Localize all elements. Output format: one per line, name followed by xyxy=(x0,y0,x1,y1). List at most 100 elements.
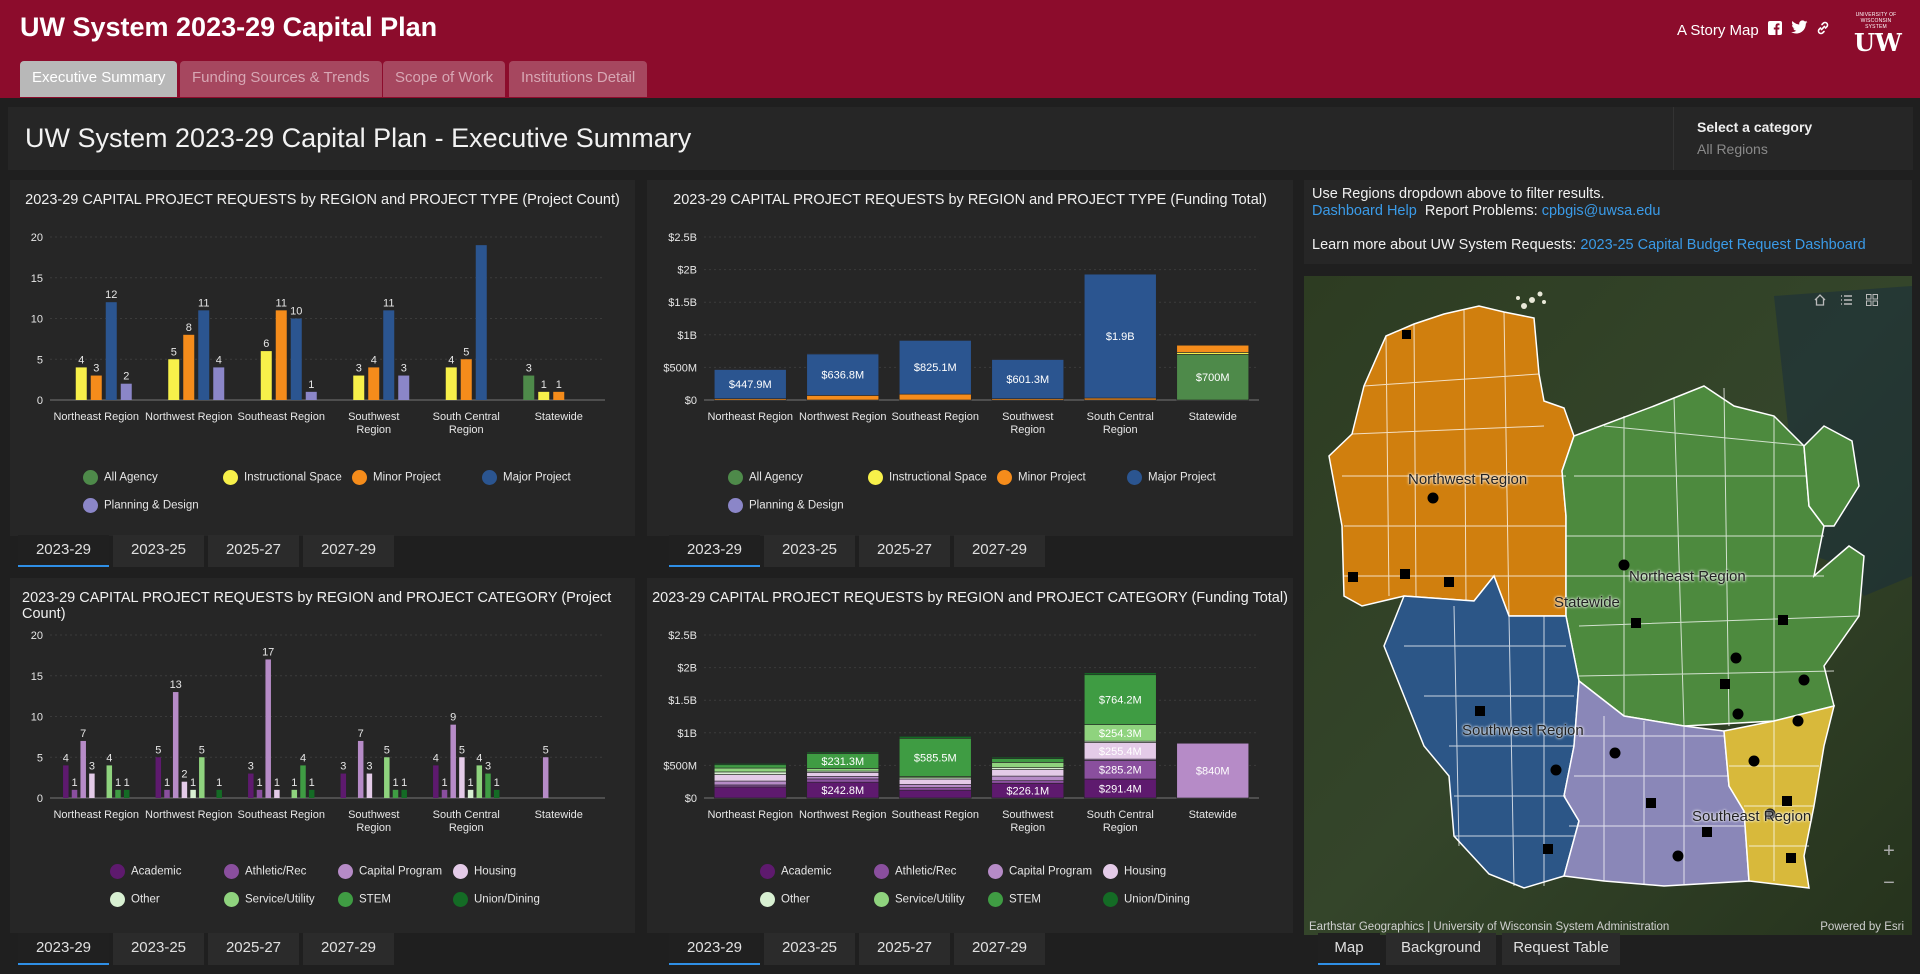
period-tab-2027-29[interactable]: 2027-29 xyxy=(954,933,1045,965)
bar-stem[interactable] xyxy=(485,773,491,798)
bar-segment-stem[interactable] xyxy=(991,758,1065,763)
bar-segment-capital-program[interactable] xyxy=(713,780,787,786)
bar-segment-service-utility[interactable] xyxy=(991,762,1065,768)
bar-stem[interactable] xyxy=(392,789,399,798)
legend-item-all-agency[interactable]: All Agency xyxy=(728,470,803,485)
bar-segment-planning-design[interactable] xyxy=(898,339,972,341)
legend-item-all-agency[interactable]: All Agency xyxy=(83,470,158,485)
legend-item-capital-program[interactable]: Capital Program xyxy=(988,864,1092,879)
legend-item-minor-project[interactable]: Minor Project xyxy=(352,470,441,485)
bar-instructional-space[interactable] xyxy=(538,391,550,400)
bar-planning-design[interactable] xyxy=(305,391,317,400)
bar-segment-housing[interactable] xyxy=(806,772,880,777)
bar-segment-capital-program[interactable] xyxy=(806,776,880,780)
link-icon[interactable] xyxy=(1814,20,1832,38)
bar-minor-project[interactable] xyxy=(90,375,102,400)
tab-executive-summary[interactable]: Executive Summary xyxy=(20,61,178,97)
tab-funding-sources[interactable]: Funding Sources & Trends xyxy=(180,61,382,97)
bar-segment-service-utility[interactable] xyxy=(713,767,787,773)
bar-segment-capital-program[interactable] xyxy=(991,775,1065,781)
period-tab-2025-27[interactable]: 2025-27 xyxy=(859,933,950,965)
bar-segment-capital-program[interactable] xyxy=(1176,742,1250,799)
bar-service-utility[interactable] xyxy=(199,757,205,798)
basemap-icon[interactable] xyxy=(1859,289,1885,315)
bar-capital-program[interactable] xyxy=(265,659,271,798)
bar-segment-other[interactable] xyxy=(713,771,787,775)
period-tab-2027-29[interactable]: 2027-29 xyxy=(303,535,394,567)
bar-capital-program[interactable] xyxy=(357,740,364,798)
bar-instructional-space[interactable] xyxy=(75,367,87,400)
bar-planning-design[interactable] xyxy=(213,367,225,400)
legend-item-athletic-rec[interactable]: Athletic/Rec xyxy=(874,864,956,879)
bar-other[interactable] xyxy=(190,789,196,798)
period-tab-2023-29[interactable]: 2023-29 xyxy=(669,933,760,965)
bar-housing[interactable] xyxy=(181,781,188,798)
bar-segment-academic[interactable] xyxy=(713,786,787,799)
period-tab-2023-29[interactable]: 2023-29 xyxy=(18,535,109,567)
bar-union-dining[interactable] xyxy=(216,789,222,798)
bar-segment-union-dining[interactable] xyxy=(1083,672,1157,676)
bar-segment-minor-project[interactable] xyxy=(806,395,880,401)
period-tab-2025-27[interactable]: 2025-27 xyxy=(859,535,950,567)
bar-major-project[interactable] xyxy=(475,245,487,400)
bar-athletic-rec[interactable] xyxy=(71,789,78,798)
home-icon[interactable] xyxy=(1807,289,1833,315)
period-tab-2025-27[interactable]: 2025-27 xyxy=(208,933,299,965)
bar-major-project[interactable] xyxy=(383,310,395,400)
map-canvas[interactable] xyxy=(1304,276,1912,935)
map-tab-map[interactable]: Map xyxy=(1318,933,1380,965)
legend-item-union-dining[interactable]: Union/Dining xyxy=(453,892,540,907)
bar-stem[interactable] xyxy=(300,765,306,798)
legend-item-planning-design[interactable]: Planning & Design xyxy=(83,498,199,513)
bar-segment-service-utility[interactable] xyxy=(806,768,880,772)
bar-housing[interactable] xyxy=(274,789,280,798)
legend-item-instructional-space[interactable]: Instructional Space xyxy=(868,470,987,485)
category-value[interactable]: All Regions xyxy=(1697,141,1768,157)
period-tab-2023-25[interactable]: 2023-25 xyxy=(113,535,204,567)
bar-segment-minor-project[interactable] xyxy=(898,393,972,401)
facebook-icon[interactable] xyxy=(1766,20,1784,38)
bar-segment-housing[interactable] xyxy=(898,778,972,785)
bar-service-utility[interactable] xyxy=(106,765,113,798)
list-icon[interactable] xyxy=(1833,289,1859,315)
zoom-in-button[interactable]: + xyxy=(1883,840,1895,862)
bar-academic[interactable] xyxy=(63,765,69,798)
bar-segment-athletic-rec[interactable] xyxy=(991,780,1065,784)
period-tab-2027-29[interactable]: 2027-29 xyxy=(303,933,394,965)
capital-budget-link[interactable]: 2023-25 Capital Budget Request Dashboard xyxy=(1580,237,1866,253)
bar-academic[interactable] xyxy=(248,773,254,798)
legend-item-minor-project[interactable]: Minor Project xyxy=(997,470,1086,485)
legend-item-stem[interactable]: STEM xyxy=(988,892,1041,907)
bar-segment-stem[interactable] xyxy=(1083,674,1157,725)
bar-stem[interactable] xyxy=(115,789,121,798)
tab-institutions-detail[interactable]: Institutions Detail xyxy=(509,61,648,97)
legend-item-service-utility[interactable]: Service/Utility xyxy=(224,892,315,907)
bar-athletic-rec[interactable] xyxy=(164,789,170,798)
bar-segment-union-dining[interactable] xyxy=(806,751,880,754)
bar-minor-project[interactable] xyxy=(275,310,287,400)
bar-segment-planning-design[interactable] xyxy=(806,352,880,355)
legend-item-other[interactable]: Other xyxy=(760,892,810,907)
legend-item-major-project[interactable]: Major Project xyxy=(482,470,571,485)
bar-segment-major-project[interactable] xyxy=(1083,273,1157,399)
bar-segment-athletic-rec[interactable] xyxy=(898,787,972,791)
period-tab-2023-29[interactable]: 2023-29 xyxy=(669,535,760,567)
period-tab-2025-27[interactable]: 2025-27 xyxy=(208,535,299,567)
bar-segment-major-project[interactable] xyxy=(713,369,787,399)
powered-by-esri[interactable]: Powered by Esri xyxy=(1820,921,1904,933)
campus-markers[interactable] xyxy=(1348,330,1810,863)
bar-minor-project[interactable] xyxy=(183,334,195,400)
bar-academic[interactable] xyxy=(340,773,347,798)
bar-segment-athletic-rec[interactable] xyxy=(806,778,880,783)
legend-item-other[interactable]: Other xyxy=(110,892,160,907)
period-tab-2023-25[interactable]: 2023-25 xyxy=(764,933,855,965)
legend-item-capital-program[interactable]: Capital Program xyxy=(338,864,442,879)
bar-other[interactable] xyxy=(467,789,474,798)
legend-item-academic[interactable]: Academic xyxy=(760,864,832,879)
bar-segment-minor-project[interactable] xyxy=(1176,344,1250,353)
bar-union-dining[interactable] xyxy=(308,789,315,798)
legend-item-service-utility[interactable]: Service/Utility xyxy=(874,892,965,907)
bar-minor-project[interactable] xyxy=(553,391,565,400)
bar-service-utility[interactable] xyxy=(476,765,483,798)
legend-item-stem[interactable]: STEM xyxy=(338,892,391,907)
